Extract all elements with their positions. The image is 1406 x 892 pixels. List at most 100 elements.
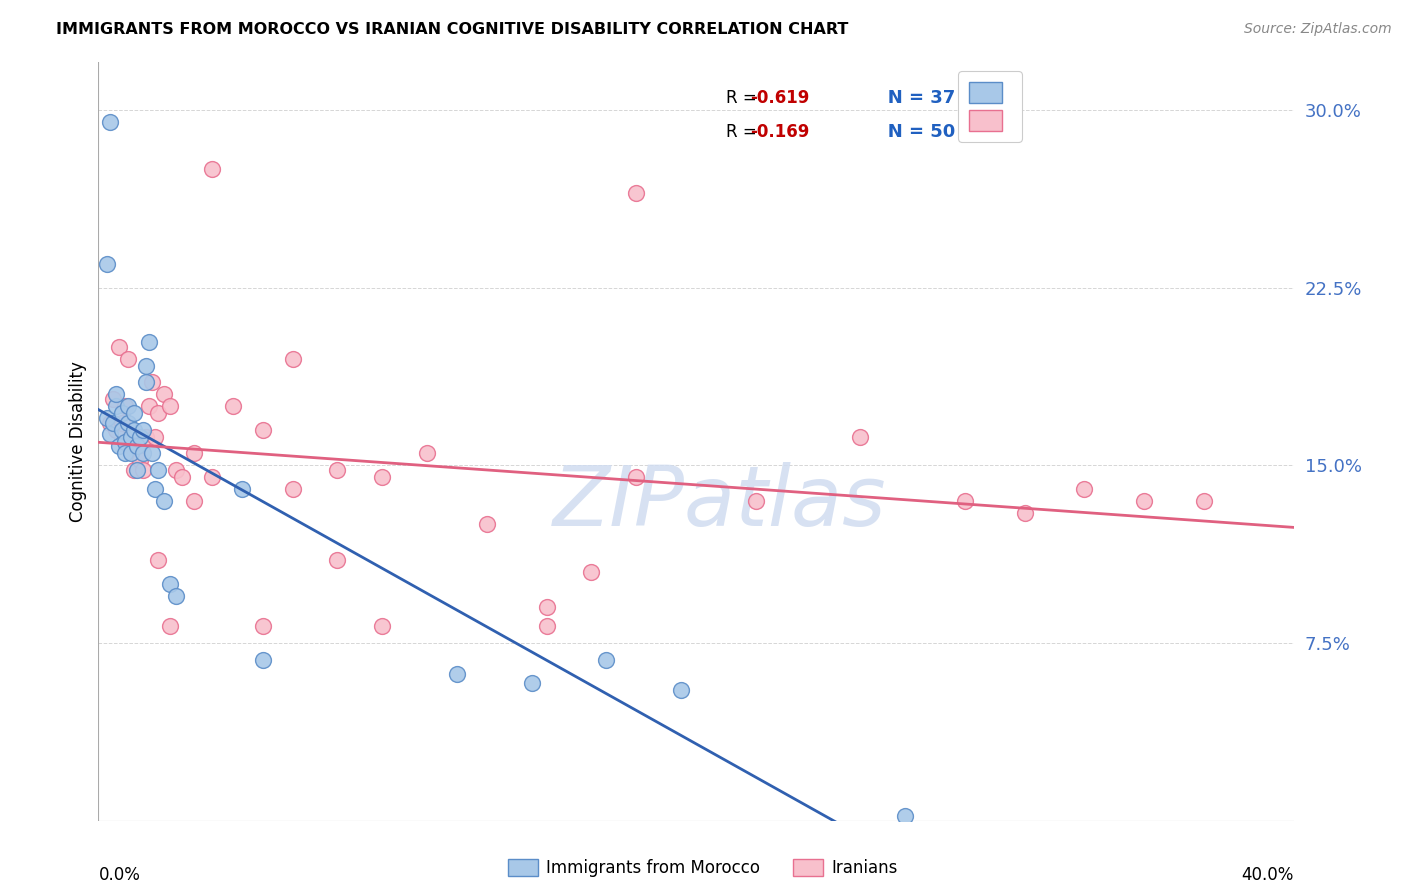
Point	[536, 619, 558, 633]
Point	[1014, 506, 1036, 520]
Point	[105, 423, 128, 437]
Text: R =: R =	[725, 123, 762, 141]
Point	[475, 517, 498, 532]
Point	[138, 334, 160, 349]
Point	[1133, 493, 1156, 508]
Point	[231, 482, 253, 496]
Point	[127, 439, 149, 453]
Point	[536, 600, 558, 615]
Text: 40.0%: 40.0%	[1241, 866, 1294, 884]
Point	[165, 463, 187, 477]
Point	[222, 399, 245, 413]
Point	[117, 399, 139, 413]
Point	[132, 463, 155, 477]
Point	[103, 416, 125, 430]
Point	[117, 416, 139, 430]
Point	[98, 114, 122, 128]
Text: N = 50: N = 50	[869, 123, 956, 141]
Point	[153, 387, 176, 401]
Point	[108, 439, 131, 453]
Point	[111, 406, 134, 420]
Point	[135, 359, 157, 373]
Point	[371, 470, 394, 484]
Point	[132, 423, 155, 437]
Point	[626, 186, 648, 200]
Point	[120, 439, 142, 453]
Point	[252, 652, 274, 666]
Y-axis label: Cognitive Disability: Cognitive Disability	[69, 361, 87, 522]
Point	[103, 392, 125, 406]
Point	[124, 423, 146, 437]
Point	[1192, 493, 1215, 508]
Point	[416, 446, 439, 460]
Point	[108, 340, 131, 354]
Text: Source: ZipAtlas.com: Source: ZipAtlas.com	[1244, 22, 1392, 37]
Text: N = 37: N = 37	[869, 89, 956, 107]
Point	[114, 446, 136, 460]
Point	[745, 493, 768, 508]
Point	[127, 463, 149, 477]
Point	[159, 619, 181, 633]
Point	[326, 463, 349, 477]
Point	[172, 470, 194, 484]
Point	[114, 399, 136, 413]
Point	[143, 430, 166, 444]
Point	[669, 683, 692, 698]
Text: -0.169: -0.169	[749, 123, 808, 141]
Point	[124, 406, 146, 420]
Point	[96, 410, 118, 425]
Point	[159, 399, 181, 413]
Text: ZIPatlas: ZIPatlas	[553, 462, 887, 542]
Point	[326, 553, 349, 567]
Point	[105, 387, 128, 401]
Point	[111, 416, 134, 430]
Point	[148, 553, 170, 567]
Point	[252, 619, 274, 633]
Point	[446, 666, 468, 681]
Point	[153, 493, 176, 508]
Point	[135, 430, 157, 444]
Point	[117, 351, 139, 366]
Legend: Immigrants from Morocco, Iranians: Immigrants from Morocco, Iranians	[501, 852, 905, 884]
Point	[132, 446, 155, 460]
Point	[143, 482, 166, 496]
Point	[98, 427, 122, 442]
Text: R =: R =	[725, 89, 762, 107]
Point	[953, 493, 976, 508]
Point	[124, 463, 146, 477]
Point	[159, 576, 181, 591]
Point	[183, 493, 205, 508]
Point	[148, 463, 170, 477]
Point	[371, 619, 394, 633]
Point	[141, 446, 163, 460]
Point	[849, 430, 872, 444]
Point	[201, 162, 224, 177]
Point	[114, 434, 136, 449]
Legend: , : ,	[959, 71, 1022, 142]
Point	[138, 399, 160, 413]
Point	[127, 446, 149, 460]
Point	[183, 446, 205, 460]
Point	[252, 423, 274, 437]
Point	[1073, 482, 1095, 496]
Point	[281, 482, 304, 496]
Point	[201, 470, 224, 484]
Point	[105, 399, 128, 413]
Text: IMMIGRANTS FROM MOROCCO VS IRANIAN COGNITIVE DISABILITY CORRELATION CHART: IMMIGRANTS FROM MOROCCO VS IRANIAN COGNI…	[56, 22, 849, 37]
Point	[141, 376, 163, 390]
Point	[111, 423, 134, 437]
Point	[281, 351, 304, 366]
Point	[129, 430, 152, 444]
Point	[520, 676, 543, 690]
Point	[148, 406, 170, 420]
Point	[98, 416, 122, 430]
Point	[120, 430, 142, 444]
Point	[595, 652, 617, 666]
Point	[626, 470, 648, 484]
Point	[96, 257, 118, 271]
Point	[135, 376, 157, 390]
Text: 0.0%: 0.0%	[98, 866, 141, 884]
Point	[581, 565, 603, 579]
Point	[165, 589, 187, 603]
Point	[894, 809, 917, 823]
